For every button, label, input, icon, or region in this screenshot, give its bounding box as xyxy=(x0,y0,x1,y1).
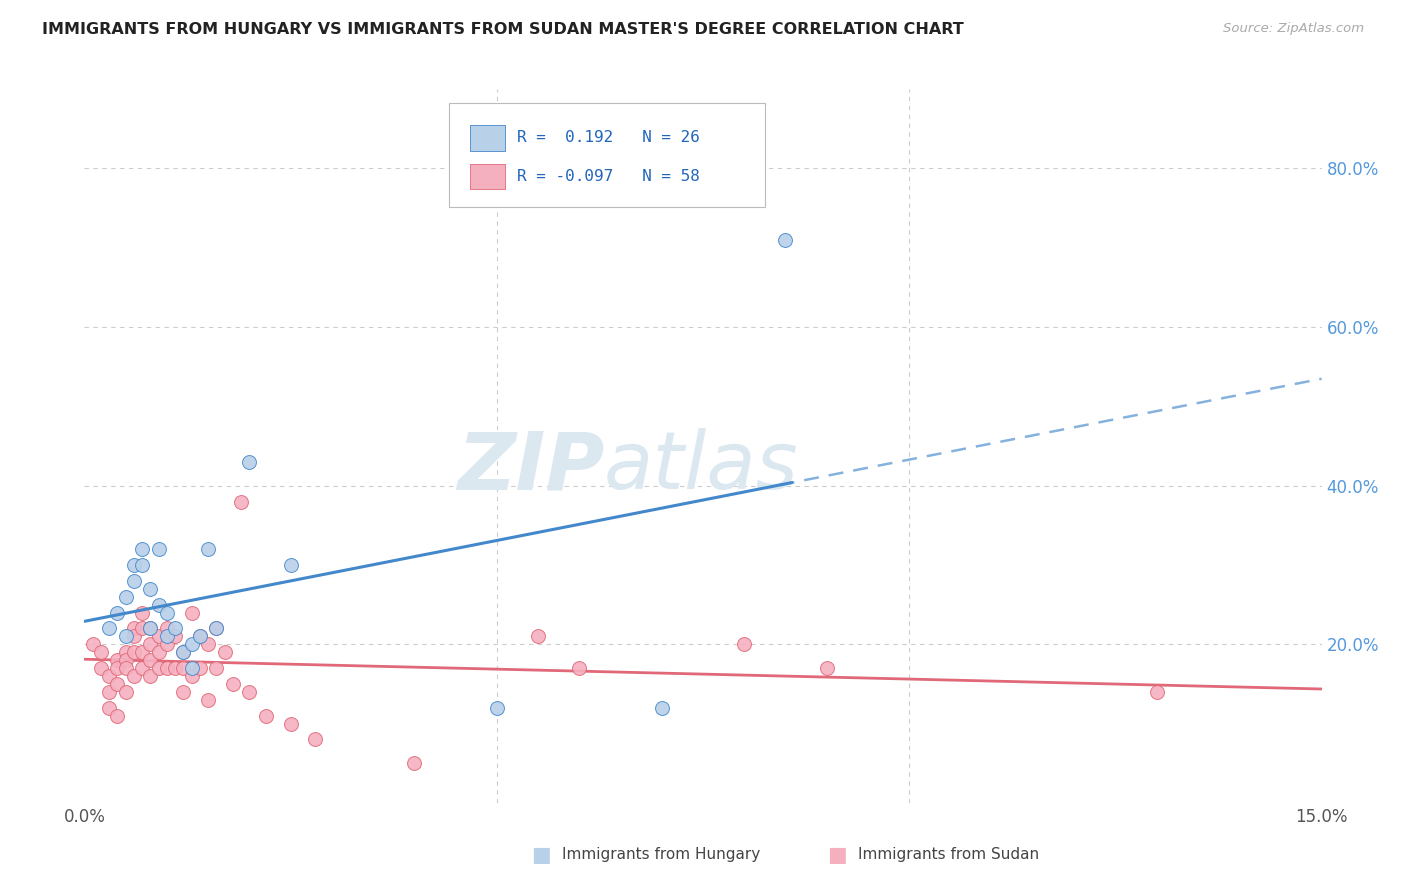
Point xyxy=(172,661,194,675)
Text: Immigrants from Hungary: Immigrants from Hungary xyxy=(562,847,761,862)
Point xyxy=(775,233,797,247)
Point xyxy=(131,661,153,675)
Point xyxy=(214,645,236,659)
Point xyxy=(156,621,179,635)
Text: R = -0.097   N = 58: R = -0.097 N = 58 xyxy=(517,169,700,184)
Point xyxy=(148,598,170,612)
Point xyxy=(114,685,136,699)
Text: R =  0.192   N = 26: R = 0.192 N = 26 xyxy=(517,130,700,145)
Point xyxy=(197,542,219,557)
FancyBboxPatch shape xyxy=(471,163,505,189)
Point xyxy=(131,542,153,557)
FancyBboxPatch shape xyxy=(450,103,765,207)
Text: Immigrants from Sudan: Immigrants from Sudan xyxy=(858,847,1039,862)
Point xyxy=(180,661,202,675)
Point xyxy=(98,700,121,714)
Point xyxy=(197,637,219,651)
Point xyxy=(105,653,128,667)
Point xyxy=(180,637,202,651)
Point xyxy=(131,645,153,659)
Point xyxy=(105,677,128,691)
Point xyxy=(114,629,136,643)
Point xyxy=(98,669,121,683)
Point xyxy=(188,629,211,643)
Point xyxy=(98,685,121,699)
Point xyxy=(105,708,128,723)
Text: ■: ■ xyxy=(531,845,551,864)
Point xyxy=(280,716,302,731)
Point xyxy=(651,700,673,714)
Point xyxy=(90,645,112,659)
Point xyxy=(568,661,591,675)
Point xyxy=(114,590,136,604)
Point xyxy=(90,661,112,675)
Point xyxy=(180,669,202,683)
Point xyxy=(280,558,302,572)
Point xyxy=(229,494,252,508)
Point xyxy=(82,637,104,651)
Point xyxy=(156,629,179,643)
Y-axis label: Master's Degree: Master's Degree xyxy=(0,384,7,508)
Point xyxy=(139,621,162,635)
Point xyxy=(165,661,187,675)
Point xyxy=(172,645,194,659)
Point xyxy=(222,677,245,691)
Point xyxy=(131,621,153,635)
Point xyxy=(172,685,194,699)
Point xyxy=(188,661,211,675)
Point xyxy=(485,700,508,714)
Point xyxy=(122,629,145,643)
Text: Source: ZipAtlas.com: Source: ZipAtlas.com xyxy=(1223,22,1364,36)
Point xyxy=(238,685,260,699)
FancyBboxPatch shape xyxy=(471,125,505,151)
Point xyxy=(180,606,202,620)
Text: ZIP: ZIP xyxy=(457,428,605,507)
Point xyxy=(131,558,153,572)
Point xyxy=(238,455,260,469)
Point xyxy=(148,645,170,659)
Point xyxy=(304,732,326,747)
Point xyxy=(122,645,145,659)
Point xyxy=(254,708,277,723)
Text: ■: ■ xyxy=(827,845,846,864)
Point xyxy=(148,542,170,557)
Text: atlas: atlas xyxy=(605,428,799,507)
Point xyxy=(122,669,145,683)
Point xyxy=(114,661,136,675)
Text: IMMIGRANTS FROM HUNGARY VS IMMIGRANTS FROM SUDAN MASTER'S DEGREE CORRELATION CHA: IMMIGRANTS FROM HUNGARY VS IMMIGRANTS FR… xyxy=(42,22,965,37)
Point xyxy=(114,653,136,667)
Point xyxy=(139,582,162,596)
Point xyxy=(197,692,219,706)
Point xyxy=(114,645,136,659)
Point xyxy=(156,661,179,675)
Point xyxy=(139,621,162,635)
Point xyxy=(131,606,153,620)
Point xyxy=(105,661,128,675)
Point xyxy=(156,637,179,651)
Point xyxy=(733,637,755,651)
Point xyxy=(122,621,145,635)
Point xyxy=(172,645,194,659)
Point xyxy=(165,621,187,635)
Point xyxy=(527,629,550,643)
Point xyxy=(815,661,838,675)
Point xyxy=(156,606,179,620)
Point xyxy=(205,661,228,675)
Point xyxy=(165,629,187,643)
Point xyxy=(122,574,145,588)
Point xyxy=(139,637,162,651)
Point xyxy=(404,756,426,771)
Point xyxy=(105,606,128,620)
Point xyxy=(139,669,162,683)
Point xyxy=(205,621,228,635)
Point xyxy=(205,621,228,635)
Point xyxy=(148,661,170,675)
Point xyxy=(139,653,162,667)
Point xyxy=(98,621,121,635)
Point xyxy=(188,629,211,643)
Point xyxy=(1146,685,1168,699)
Point xyxy=(122,558,145,572)
Point xyxy=(148,629,170,643)
